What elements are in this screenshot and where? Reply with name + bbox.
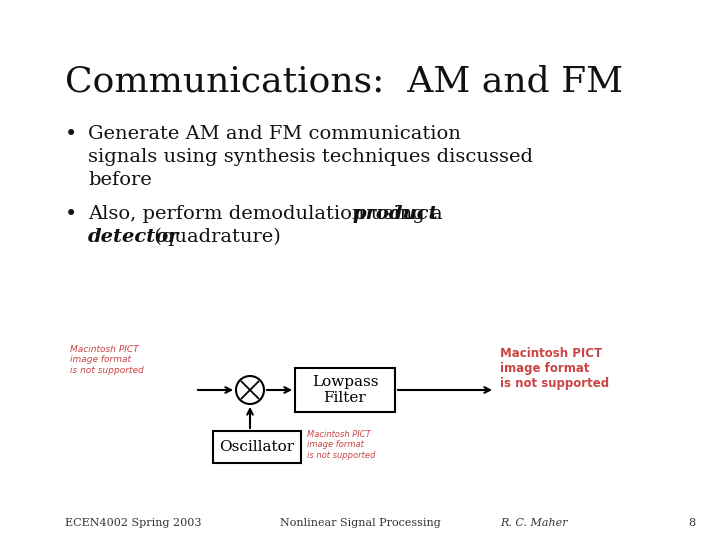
Bar	[213, 431, 301, 463]
Text: R. C. Maher: R. C. Maher	[500, 518, 567, 528]
Text: detector: detector	[88, 228, 179, 246]
Bar	[295, 368, 395, 412]
Text: Also, perform demodulation using a: Also, perform demodulation using a	[88, 205, 449, 223]
Text: signals using synthesis techniques discussed: signals using synthesis techniques discu…	[88, 148, 533, 166]
Text: 8: 8	[688, 518, 695, 528]
Text: Lowpass
Filter: Lowpass Filter	[312, 375, 378, 405]
Text: Generate AM and FM communication: Generate AM and FM communication	[88, 125, 461, 143]
Text: Macintosh PICT
image format
is not supported: Macintosh PICT image format is not suppo…	[70, 345, 144, 375]
Text: Macintosh PICT
image format
is not supported: Macintosh PICT image format is not suppo…	[307, 430, 375, 460]
Text: Macintosh PICT
image format
is not supported: Macintosh PICT image format is not suppo…	[500, 347, 609, 390]
Text: product: product	[352, 205, 438, 223]
Text: Nonlinear Signal Processing: Nonlinear Signal Processing	[279, 518, 441, 528]
Text: •: •	[65, 125, 77, 144]
Text: (quadrature): (quadrature)	[148, 228, 281, 246]
Text: ECEN4002 Spring 2003: ECEN4002 Spring 2003	[65, 518, 202, 528]
Text: Oscillator: Oscillator	[220, 440, 294, 454]
Text: •: •	[65, 205, 77, 224]
Text: before: before	[88, 171, 152, 189]
Text: Communications:  AM and FM: Communications: AM and FM	[65, 65, 623, 99]
